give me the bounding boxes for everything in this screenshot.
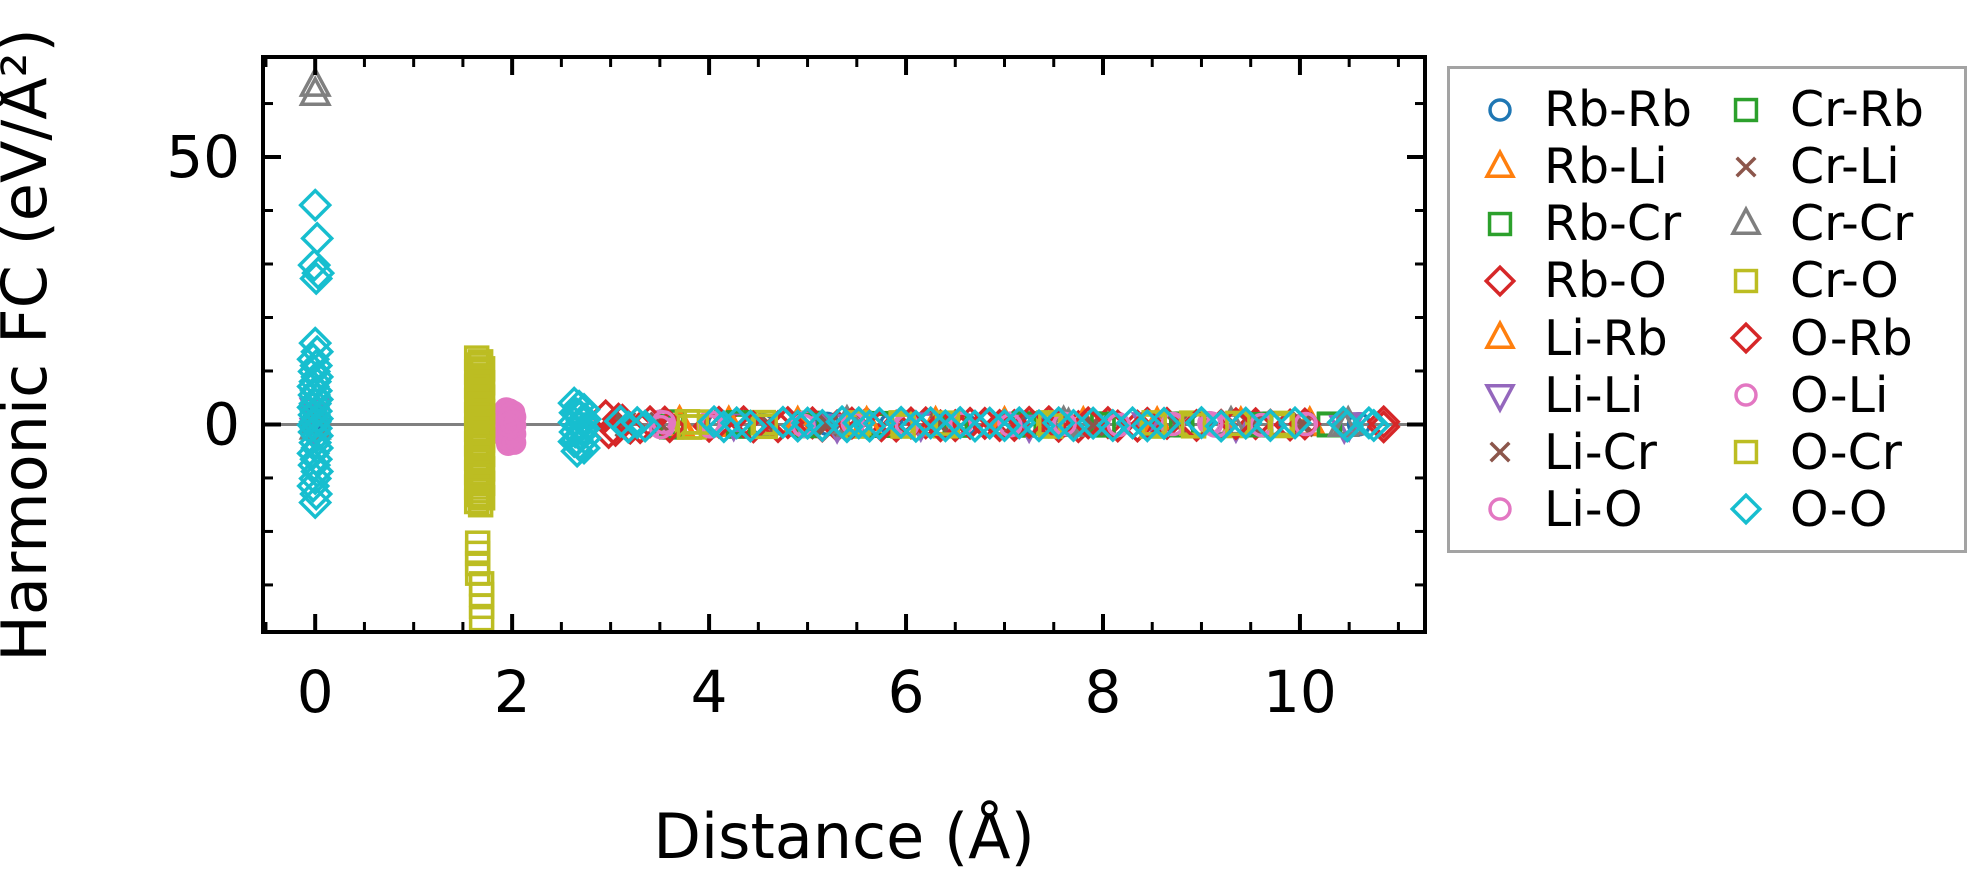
legend-item-Li-O: Li-O	[1480, 481, 1726, 538]
legend-label: Li-Rb	[1544, 309, 1668, 367]
legend-item-O-O: O-O	[1726, 481, 1958, 538]
legend-marker-circle-icon	[1488, 97, 1512, 122]
legend-item-Cr-Rb: Cr-Rb	[1726, 81, 1958, 138]
x-tick-label: 0	[297, 658, 334, 726]
tick-labels: 0 2 4 6 8 10 0 50	[166, 123, 1337, 726]
legend-marker-triangle-up-icon	[1484, 319, 1516, 350]
legend-label: Rb-Rb	[1544, 81, 1692, 139]
legend-item-O-Li: O-Li	[1726, 367, 1958, 424]
legend-label: O-Cr	[1789, 423, 1902, 481]
legend-item-Cr-Li: Cr-Li	[1726, 138, 1958, 195]
legend-item-Li-Li: Li-Li	[1480, 367, 1726, 424]
legend-item-O-Cr: O-Cr	[1726, 424, 1958, 481]
legend-marker-circle-icon	[1734, 383, 1758, 407]
legend-item-O-Rb: O-Rb	[1726, 310, 1958, 367]
legend-marker-square-icon	[1733, 97, 1759, 122]
legend-box: Rb-Rb Rb-Li Rb-Cr Rb-O Li-Rb Li-Li Li-Cr Li-O Cr…	[1447, 66, 1967, 553]
legend-item-Rb-Cr: Rb-Cr	[1480, 195, 1726, 252]
legend-label: Rb-Cr	[1544, 195, 1682, 253]
legend-marker-circle-icon	[1488, 497, 1512, 522]
x-tick-label: 4	[691, 658, 728, 726]
legend-label: Cr-Li	[1789, 138, 1900, 196]
x-tick-label: 2	[494, 658, 531, 726]
legend-label: Li-Cr	[1544, 423, 1657, 481]
legend-item-Li-Cr: Li-Cr	[1480, 424, 1726, 481]
y-tick-label: 0	[203, 390, 240, 458]
axes-spines	[261, 55, 1427, 634]
legend-marker-diamond-icon	[1483, 264, 1517, 298]
legend-item-Li-Rb: Li-Rb	[1480, 310, 1726, 367]
series-O-Cr	[467, 349, 1295, 632]
axis-ticks	[263, 57, 1425, 632]
legend-label: O-O	[1789, 480, 1888, 538]
legend-item-Rb-O: Rb-O	[1480, 252, 1726, 309]
legend-marker-triangle-down-icon	[1484, 384, 1516, 414]
y-tick-label: 50	[166, 123, 240, 191]
x-tick-label: 8	[1085, 658, 1122, 726]
legend-item-Rb-Li: Rb-Li	[1480, 138, 1726, 195]
legend-label: Li-O	[1544, 480, 1643, 538]
legend-label: Li-Li	[1544, 366, 1644, 424]
legend-item-Cr-O: Cr-O	[1726, 252, 1958, 309]
y-axis-label: Harmonic FC (eV/Å²)	[0, 28, 61, 661]
legend-label: Cr-Cr	[1789, 195, 1914, 253]
legend-marker-square-icon	[1733, 440, 1759, 465]
series-O-O	[296, 188, 1391, 520]
legend-marker-x-icon	[1489, 441, 1511, 463]
legend-label: Cr-O	[1789, 252, 1899, 310]
legend-label: Rb-Li	[1544, 138, 1668, 196]
legend-label: O-Rb	[1789, 309, 1913, 367]
x-axis-label: Distance (Å)	[653, 800, 1035, 873]
legend-marker-diamond-icon	[1729, 321, 1763, 355]
legend-label: Cr-Rb	[1789, 81, 1925, 139]
legend-marker-triangle-up-icon	[1484, 148, 1516, 178]
legend-item-Cr-Cr: Cr-Cr	[1726, 195, 1958, 252]
legend-item-Rb-Rb: Rb-Rb	[1480, 81, 1726, 138]
legend-marker-diamond-icon	[1729, 493, 1763, 526]
x-tick-label: 10	[1263, 658, 1337, 726]
legend-marker-x-icon	[1735, 156, 1757, 178]
legend-marker-square-icon	[1487, 211, 1513, 237]
legend-marker-square-icon	[1733, 268, 1759, 294]
legend-label: Rb-O	[1544, 252, 1667, 310]
x-tick-label: 6	[888, 658, 925, 726]
legend-marker-triangle-up-icon	[1730, 205, 1762, 235]
legend-label: O-Li	[1789, 366, 1889, 424]
